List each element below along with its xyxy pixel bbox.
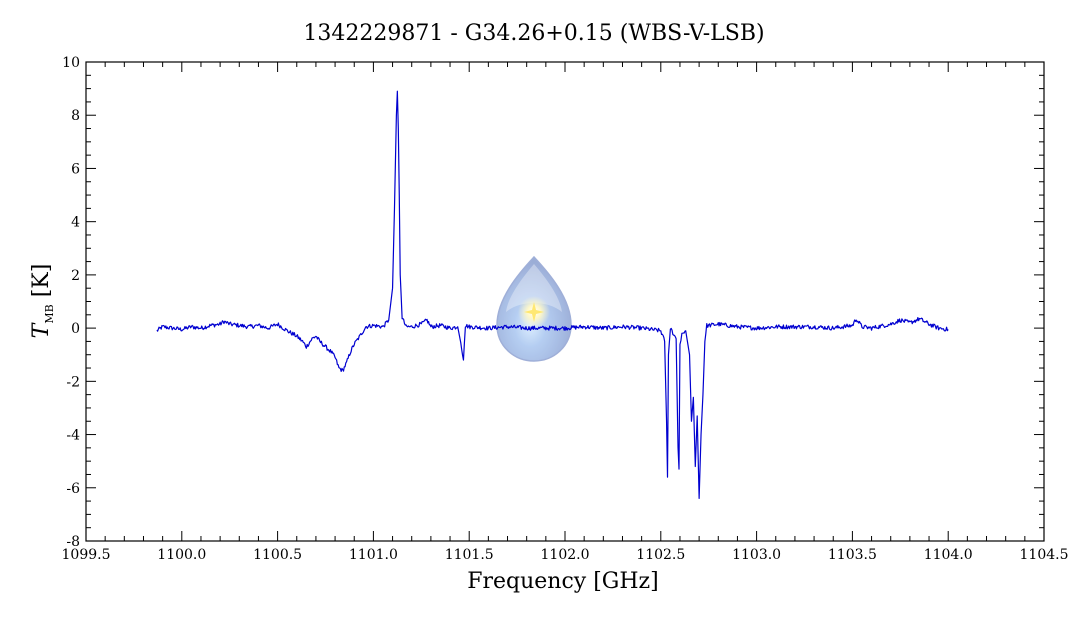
y-tick-label: -4 bbox=[66, 428, 80, 444]
series-line bbox=[156, 90, 949, 500]
y-tick-label: 8 bbox=[71, 108, 80, 124]
x-tick-label: 1103.5 bbox=[828, 547, 877, 563]
watermark-logo bbox=[496, 255, 572, 362]
y-axis-label: TMB [K] bbox=[29, 264, 56, 339]
y-tick-label: 10 bbox=[62, 55, 80, 71]
x-tick-label: 1100.5 bbox=[253, 547, 302, 563]
x-tick-label: 1103.0 bbox=[732, 547, 781, 563]
y-tick-label: -2 bbox=[66, 374, 80, 390]
tick-labels: 1099.5 1100.0 1100.5 1101.0 1101.5 1102.0 1102… bbox=[62, 55, 1068, 563]
x-tick-label: 1102.5 bbox=[636, 547, 685, 563]
y-tick-label: 4 bbox=[71, 215, 80, 231]
x-tick-label: 1104.0 bbox=[924, 547, 973, 563]
x-tick-label: 1102.0 bbox=[541, 547, 590, 563]
y-tick-label: -8 bbox=[66, 534, 80, 550]
x-tick-label: 1099.5 bbox=[62, 547, 111, 563]
y-tick-label: 6 bbox=[71, 161, 80, 177]
y-tick-label: 0 bbox=[71, 321, 80, 337]
plot-frame bbox=[85, 61, 1045, 542]
x-tick-label: 1101.5 bbox=[445, 547, 494, 563]
x-tick-label: 1104.5 bbox=[1020, 547, 1068, 563]
x-tick-label: 1100.0 bbox=[157, 547, 206, 563]
y-tick-label: -6 bbox=[66, 481, 80, 497]
x-axis-label: Frequency [GHz] bbox=[467, 569, 659, 594]
chart-title: 1342229871 - G34.26+0.15 (WBS-V-LSB) bbox=[303, 21, 764, 46]
x-tick-label: 1101.0 bbox=[349, 547, 398, 563]
y-tick-label: 2 bbox=[71, 268, 80, 284]
